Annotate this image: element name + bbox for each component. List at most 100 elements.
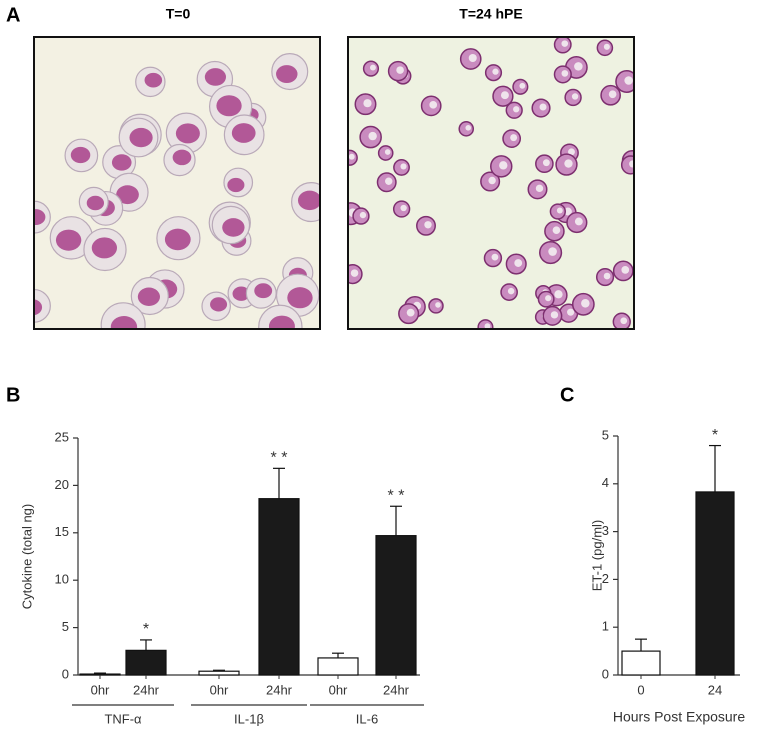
nucleus [34, 299, 43, 316]
x-tick-label: 0 [637, 682, 644, 697]
nucleus [55, 229, 82, 251]
nucleus [175, 123, 200, 144]
x-tick-label: 0hr [210, 682, 229, 697]
nucleus [91, 237, 118, 259]
bar [258, 498, 300, 676]
group-label: IL-1β [234, 711, 264, 726]
nucleus [172, 149, 192, 166]
y-axis-label: ET-1 (pg/ml) [589, 520, 604, 592]
nucleus [574, 62, 583, 71]
nucleus [111, 154, 132, 171]
nucleus [510, 134, 518, 142]
nucleus [116, 185, 139, 205]
panel-label: A [6, 4, 20, 26]
nucleus [435, 302, 441, 308]
image-title: T=0 [166, 6, 191, 22]
nucleus [564, 159, 573, 168]
nucleus [297, 190, 320, 211]
nucleus [492, 68, 499, 75]
nucleus [563, 207, 572, 216]
nucleus [499, 161, 508, 170]
nucleus [231, 123, 256, 143]
nucleus [581, 299, 590, 308]
nucleus [620, 317, 628, 325]
significance: * * [388, 487, 405, 504]
nucleus [363, 99, 372, 108]
x-tick-label: 0hr [329, 682, 348, 697]
y-axis-label: Cytokine (total ng) [19, 504, 34, 610]
nucleus [144, 72, 163, 88]
group-label: IL-6 [356, 711, 378, 726]
nucleus [567, 148, 575, 156]
x-tick-label: 24hr [266, 682, 293, 697]
nucleus [539, 103, 547, 111]
nucleus [216, 95, 242, 117]
nucleus [513, 106, 520, 113]
bar [198, 670, 240, 676]
nucleus [137, 287, 160, 306]
nucleus [488, 176, 496, 185]
nucleus [571, 93, 579, 100]
nucleus [396, 66, 404, 74]
nucleus [561, 40, 569, 47]
nucleus [514, 259, 523, 267]
y-tick-label: 0 [602, 666, 609, 681]
nucleus [561, 70, 569, 77]
y-tick-label: 5 [602, 427, 609, 442]
bar [317, 657, 359, 676]
y-tick-label: 20 [55, 477, 69, 492]
nucleus [545, 295, 552, 302]
nucleus [406, 308, 415, 317]
nucleus [276, 65, 298, 83]
nucleus [34, 209, 46, 225]
nucleus [500, 91, 509, 100]
nucleus [491, 253, 499, 261]
y-tick-label: 3 [602, 523, 609, 538]
cells [34, 53, 320, 329]
nucleus [384, 149, 391, 155]
nucleus [385, 177, 393, 185]
nucleus [268, 315, 295, 329]
nucleus [556, 207, 563, 214]
x-tick-label: 24hr [383, 682, 410, 697]
y-tick-label: 5 [62, 619, 69, 634]
nucleus [204, 68, 227, 86]
nucleus [368, 131, 377, 141]
x-axis-label: Hours Post Exposure [613, 709, 745, 725]
image-frame [347, 36, 635, 330]
bar [621, 650, 661, 676]
nucleus [370, 64, 376, 71]
nucleus [232, 286, 250, 301]
nucleus [164, 228, 191, 251]
nucleus [484, 323, 491, 329]
nucleus [86, 195, 105, 211]
nucleus [603, 272, 611, 280]
nucleus [621, 266, 630, 274]
nucleus [624, 76, 633, 85]
significance: * [712, 427, 718, 444]
nucleus [608, 90, 617, 99]
nucleus [465, 125, 472, 131]
y-tick-label: 25 [55, 429, 69, 444]
nucleus [222, 218, 245, 237]
y-tick-label: 10 [55, 572, 69, 587]
y-tick-label: 2 [602, 571, 609, 586]
bar [375, 535, 417, 676]
bar [125, 649, 167, 676]
nucleus [507, 287, 515, 295]
nucleus [359, 211, 367, 219]
nucleus [400, 163, 407, 170]
nucleus [535, 184, 544, 193]
nucleus [424, 221, 432, 229]
cell [620, 155, 634, 175]
image-frame [33, 36, 321, 330]
group-label: TNF-α [104, 711, 142, 726]
nucleus [129, 127, 153, 148]
panel-label: B [6, 384, 20, 406]
y-tick-label: 1 [602, 619, 609, 634]
cells [348, 37, 634, 329]
nucleus [400, 204, 407, 212]
nucleus [552, 226, 561, 235]
nucleus [429, 100, 438, 109]
